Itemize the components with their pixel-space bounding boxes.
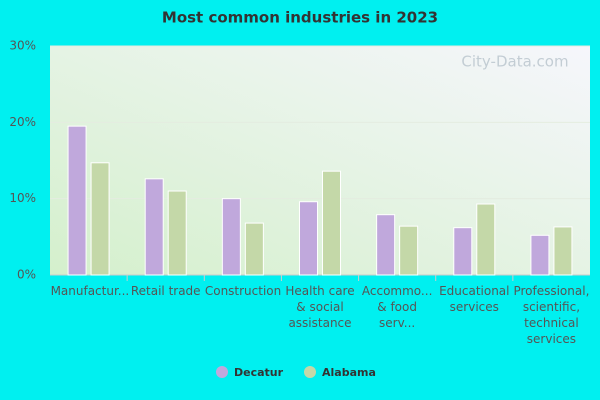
bar xyxy=(399,225,419,276)
legend-label: Alabama xyxy=(322,366,376,379)
y-tick-label: 20% xyxy=(9,115,36,129)
x-tick-label: Educational services xyxy=(439,284,510,314)
bar xyxy=(67,125,87,276)
legend-swatch xyxy=(304,366,316,378)
bar xyxy=(453,227,473,276)
chart-title: Most common industries in 2023 xyxy=(162,9,438,27)
bar xyxy=(322,170,341,276)
x-tick-label: Health care & social assistance xyxy=(285,284,355,330)
bar xyxy=(530,234,550,276)
bar xyxy=(376,214,396,276)
bar xyxy=(167,190,187,276)
legend-label: Decatur xyxy=(234,366,284,379)
x-tick-label: Professional, scientific, technical serv… xyxy=(513,284,590,346)
x-tick-label: Retail trade xyxy=(130,284,201,298)
bar xyxy=(244,222,264,276)
legend-swatch xyxy=(216,366,228,378)
y-tick-label: 0% xyxy=(17,268,36,282)
plot-area xyxy=(50,46,590,275)
bar xyxy=(553,226,573,276)
bar xyxy=(221,198,241,276)
x-tick-label: Manufactur... xyxy=(50,284,130,298)
y-tick-label: 10% xyxy=(9,191,36,205)
x-tick-label: Accommo... & food serv... xyxy=(361,284,433,330)
bar xyxy=(299,201,318,276)
x-tick-label: Construction xyxy=(204,284,282,298)
watermark: City-Data.com xyxy=(461,53,568,71)
bar xyxy=(90,162,110,276)
bar xyxy=(144,178,164,276)
bar xyxy=(476,203,496,276)
y-tick-label: 30% xyxy=(9,39,36,53)
